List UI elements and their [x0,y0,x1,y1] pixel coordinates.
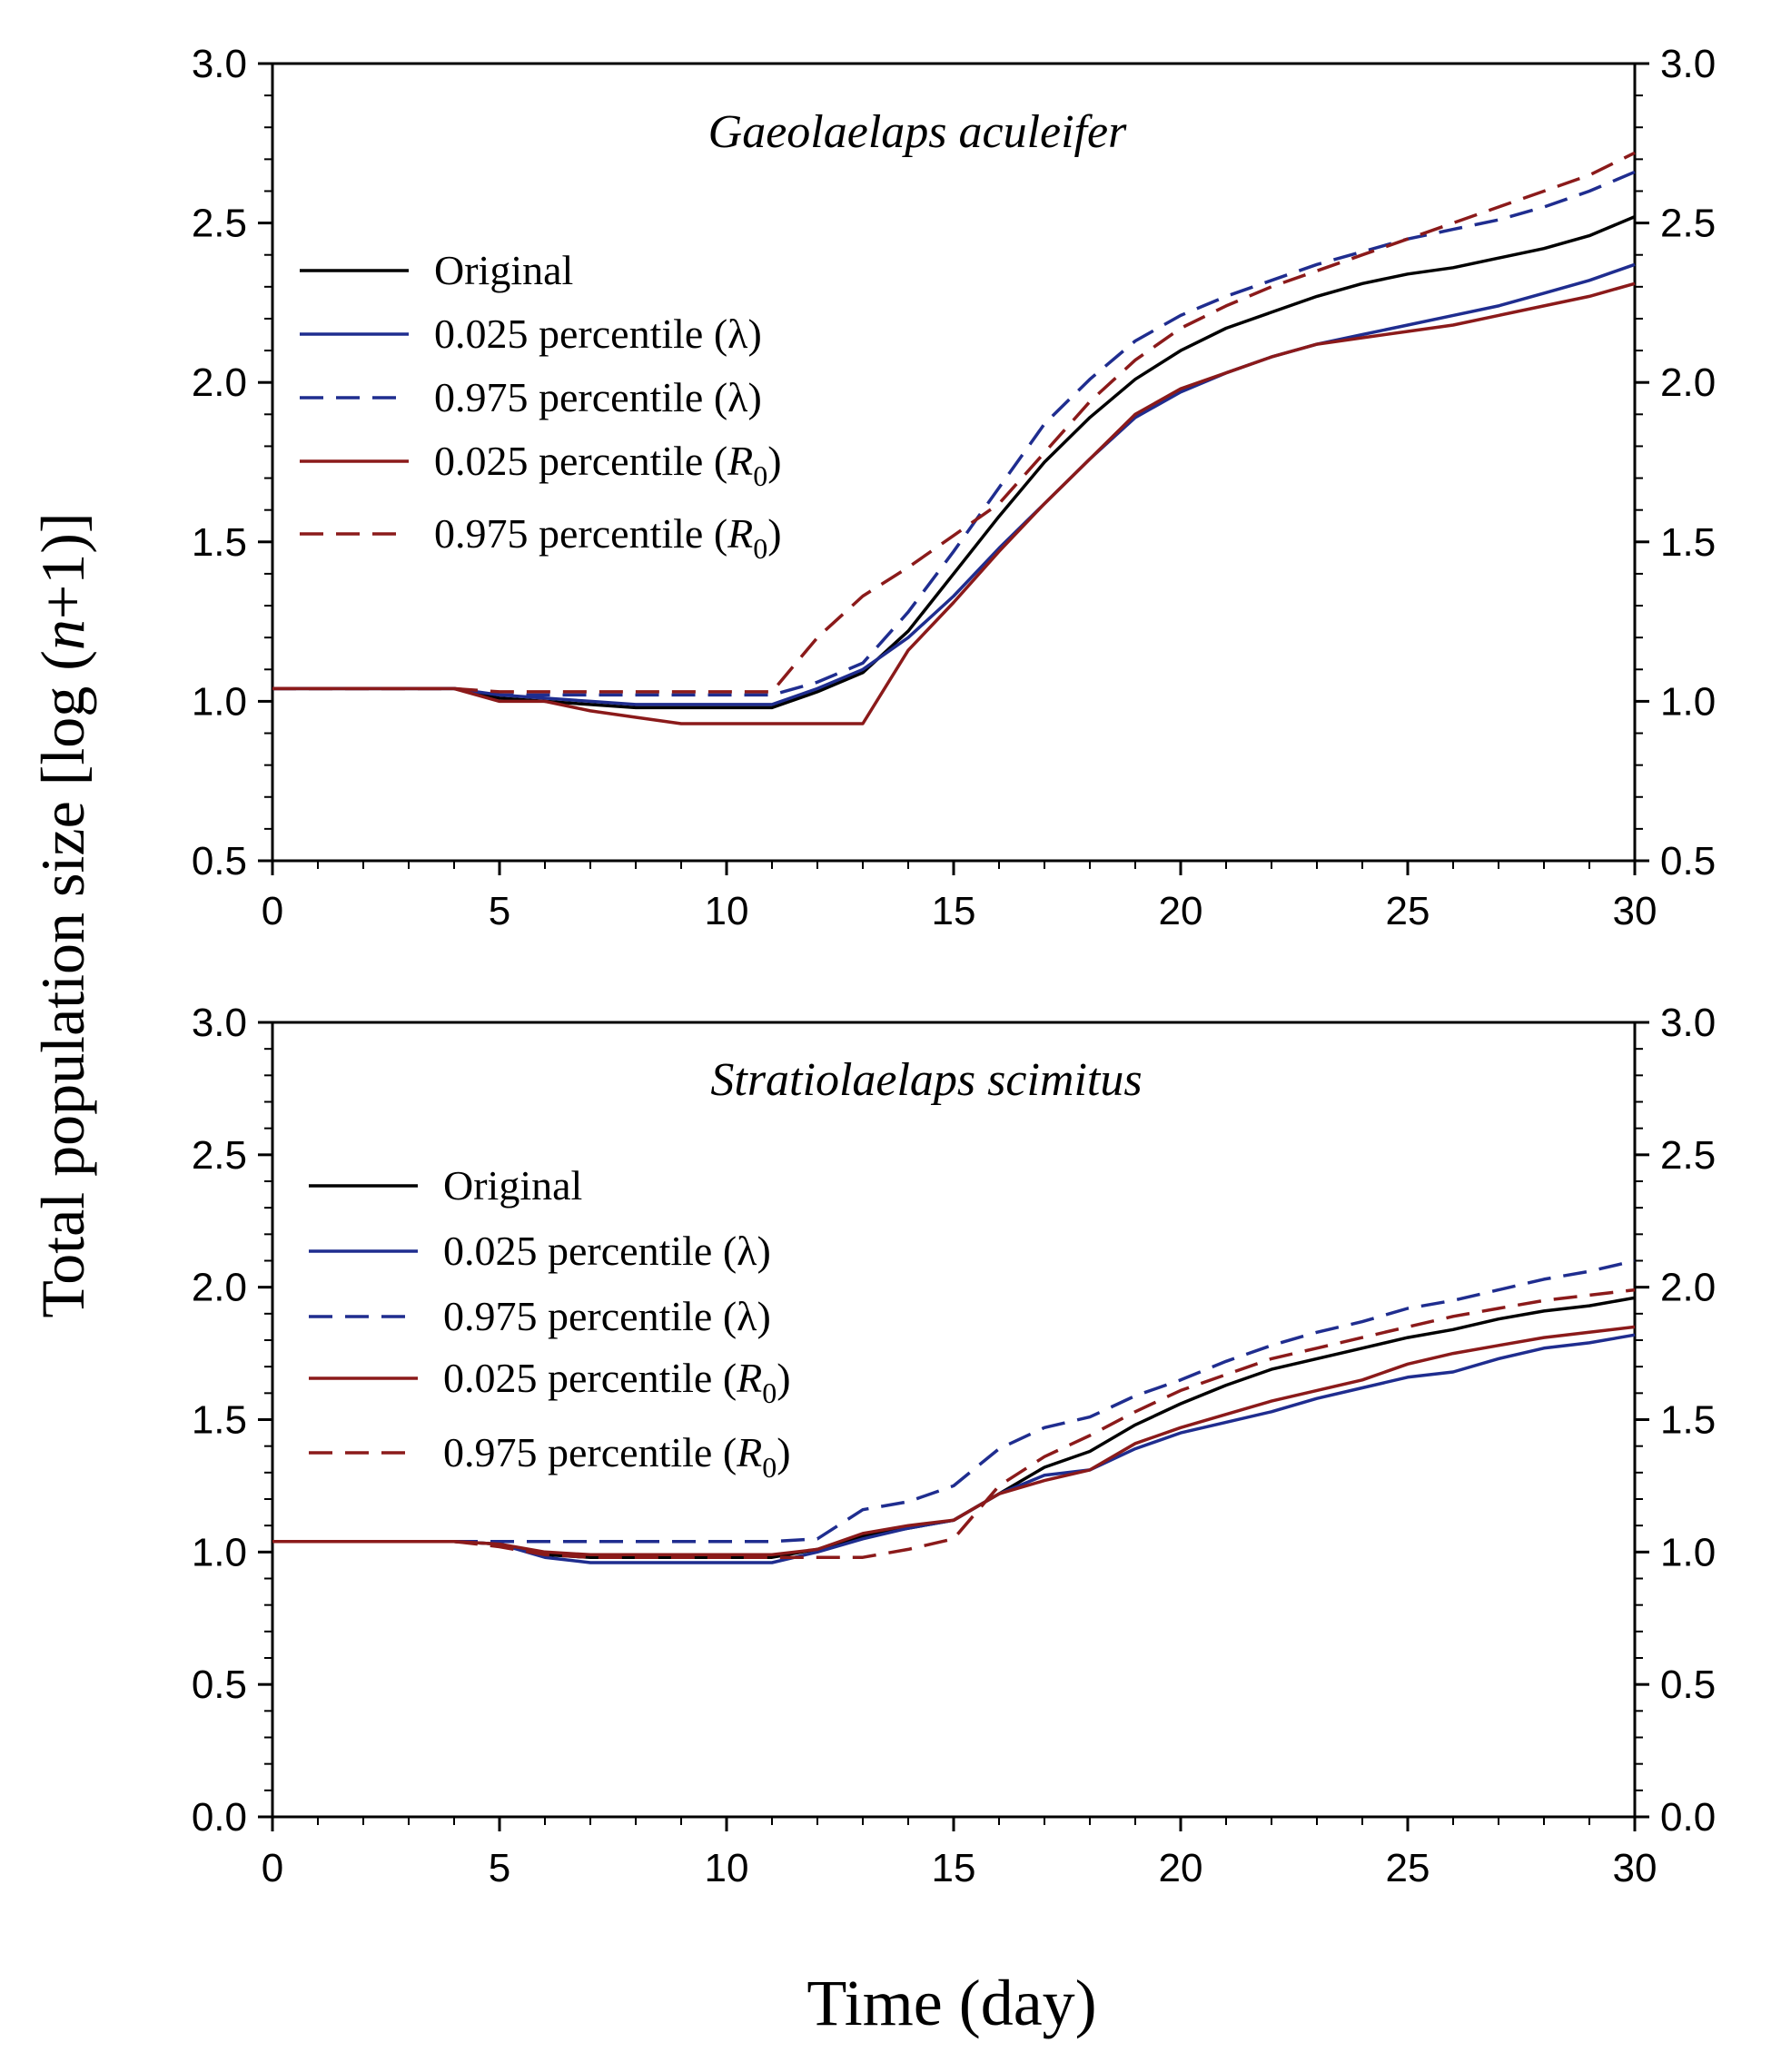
chart-panel-stratiolaelaps: 0 5 10 15 20 25 300.0 0.00.5 0.51.0 1.01.5 1.52.0 2… [192,1001,1716,1890]
y-axis-label-suffix: +1)] [28,512,97,619]
y-tick-label-right: 1.0 [1660,1530,1716,1574]
y-tick-label-left: 0.0 [192,1795,247,1840]
legend-label-subscript: 0 [762,1376,777,1409]
legend-label-main: 0.975 percentile (λ) [434,374,762,420]
y-tick-label-left: 3.0 [192,42,247,86]
legend-label-main: 0.025 percentile (λ) [443,1228,771,1274]
x-tick-label: 30 [1613,889,1657,933]
y-tick-label-left: 1.0 [192,1530,247,1574]
legend-label-main: Original [443,1162,582,1209]
y-tick-label-left: 0.5 [192,1663,247,1707]
x-tick-label: 0 [262,889,283,933]
series-line-3 [272,1325,1636,1557]
series-line-2 [272,1258,1636,1544]
y-tick-label-right: 0.5 [1660,1663,1716,1707]
y-tick-label-left: 2.5 [192,1133,247,1178]
series-line-3 [272,281,1636,725]
y-tick-label-right: 2.0 [1660,1266,1716,1310]
legend-label-4: 0.975 percentile (R0) [443,1429,791,1484]
x-tick-label: 0 [262,1846,283,1890]
y-tick-label-right: 2.5 [1660,1133,1716,1178]
y-tick-label-right: 2.5 [1660,202,1716,246]
legend-label-subscript: 0 [762,1451,777,1484]
legend-label-italic: R [727,438,753,484]
panel-title: Gaeolaelaps aculeifer [708,106,1127,158]
y-tick-label-right: 0.0 [1660,1795,1716,1840]
x-tick-label: 20 [1159,889,1203,933]
series-line-0 [272,214,1636,710]
y-tick-label-right: 1.5 [1660,1398,1716,1443]
y-tick-label-left: 0.5 [192,839,247,883]
legend-label-2: 0.975 percentile (λ) [443,1293,771,1339]
legend-label-close: ) [767,438,781,484]
legend-label-main: Original [434,247,573,293]
x-tick-label: 5 [489,1846,510,1890]
chart-panel-gaeolaelaps: 0 5 10 15 20 25 300.5 0.51.0 1.01.5 1.52.0 2.02.5 2… [192,42,1716,933]
y-axis-label-variable: n [28,619,97,650]
legend-label-italic: R [727,510,753,557]
legend-label-italic: R [736,1429,762,1475]
legend-label-close: ) [767,510,781,557]
legend-label-1: 0.025 percentile (λ) [443,1228,771,1274]
series-line-4 [272,151,1636,694]
x-tick-label: 20 [1159,1846,1203,1890]
legend-label-4: 0.975 percentile (R0) [434,510,782,565]
x-tick-label: 25 [1386,1846,1430,1890]
x-tick-label: 25 [1386,889,1430,933]
y-tick-label-right: 3.0 [1660,1001,1716,1045]
x-tick-label: 5 [489,889,510,933]
legend-label-subscript: 0 [753,459,767,492]
legend-label-0: Original [434,247,573,293]
legend-label-main: 0.975 percentile ( [443,1429,737,1475]
y-tick-label-left: 1.0 [192,679,247,724]
legend-label-main: 0.025 percentile (λ) [434,311,762,357]
legend-label-main: 0.975 percentile (λ) [443,1293,771,1339]
y-axis-label: Total population size [log (n+1)] [28,512,97,1317]
legend-label-3: 0.025 percentile (R0) [434,438,782,492]
x-tick-label: 15 [932,889,976,933]
y-tick-label-left: 2.5 [192,202,247,246]
legend-label-italic: R [736,1355,762,1401]
x-tick-label: 15 [932,1846,976,1890]
y-tick-label-right: 1.0 [1660,679,1716,724]
y-tick-label-right: 0.5 [1660,839,1716,883]
legend-label-close: ) [777,1429,790,1475]
y-tick-label-left: 1.5 [192,520,247,565]
legend-label-main: 0.975 percentile ( [434,510,727,557]
legend-label-0: Original [443,1162,582,1209]
y-tick-label-left: 3.0 [192,1001,247,1045]
x-tick-label: 30 [1613,1846,1657,1890]
legend-label-2: 0.975 percentile (λ) [434,374,762,420]
panel-title: Stratiolaelaps scimitus [710,1054,1142,1106]
y-axis-label-prefix: Total population size [log ( [28,650,97,1318]
series-line-4 [272,1288,1636,1559]
legend-label-1: 0.025 percentile (λ) [434,311,762,357]
x-tick-label: 10 [705,1846,749,1890]
legend-label-3: 0.025 percentile (R0) [443,1355,791,1409]
x-axis-label: Time (day) [806,1967,1096,2039]
y-tick-label-left: 2.0 [192,360,247,405]
y-tick-label-left: 1.5 [192,1398,247,1443]
y-tick-label-right: 3.0 [1660,42,1716,86]
legend-label-main: 0.025 percentile ( [443,1355,737,1401]
x-tick-label: 10 [705,889,749,933]
legend-label-subscript: 0 [753,532,767,565]
y-tick-label-right: 2.0 [1660,360,1716,405]
legend-label-main: 0.025 percentile ( [434,438,727,484]
y-tick-label-left: 2.0 [192,1266,247,1310]
legend-label-close: ) [777,1355,790,1401]
y-tick-label-right: 1.5 [1660,520,1716,565]
